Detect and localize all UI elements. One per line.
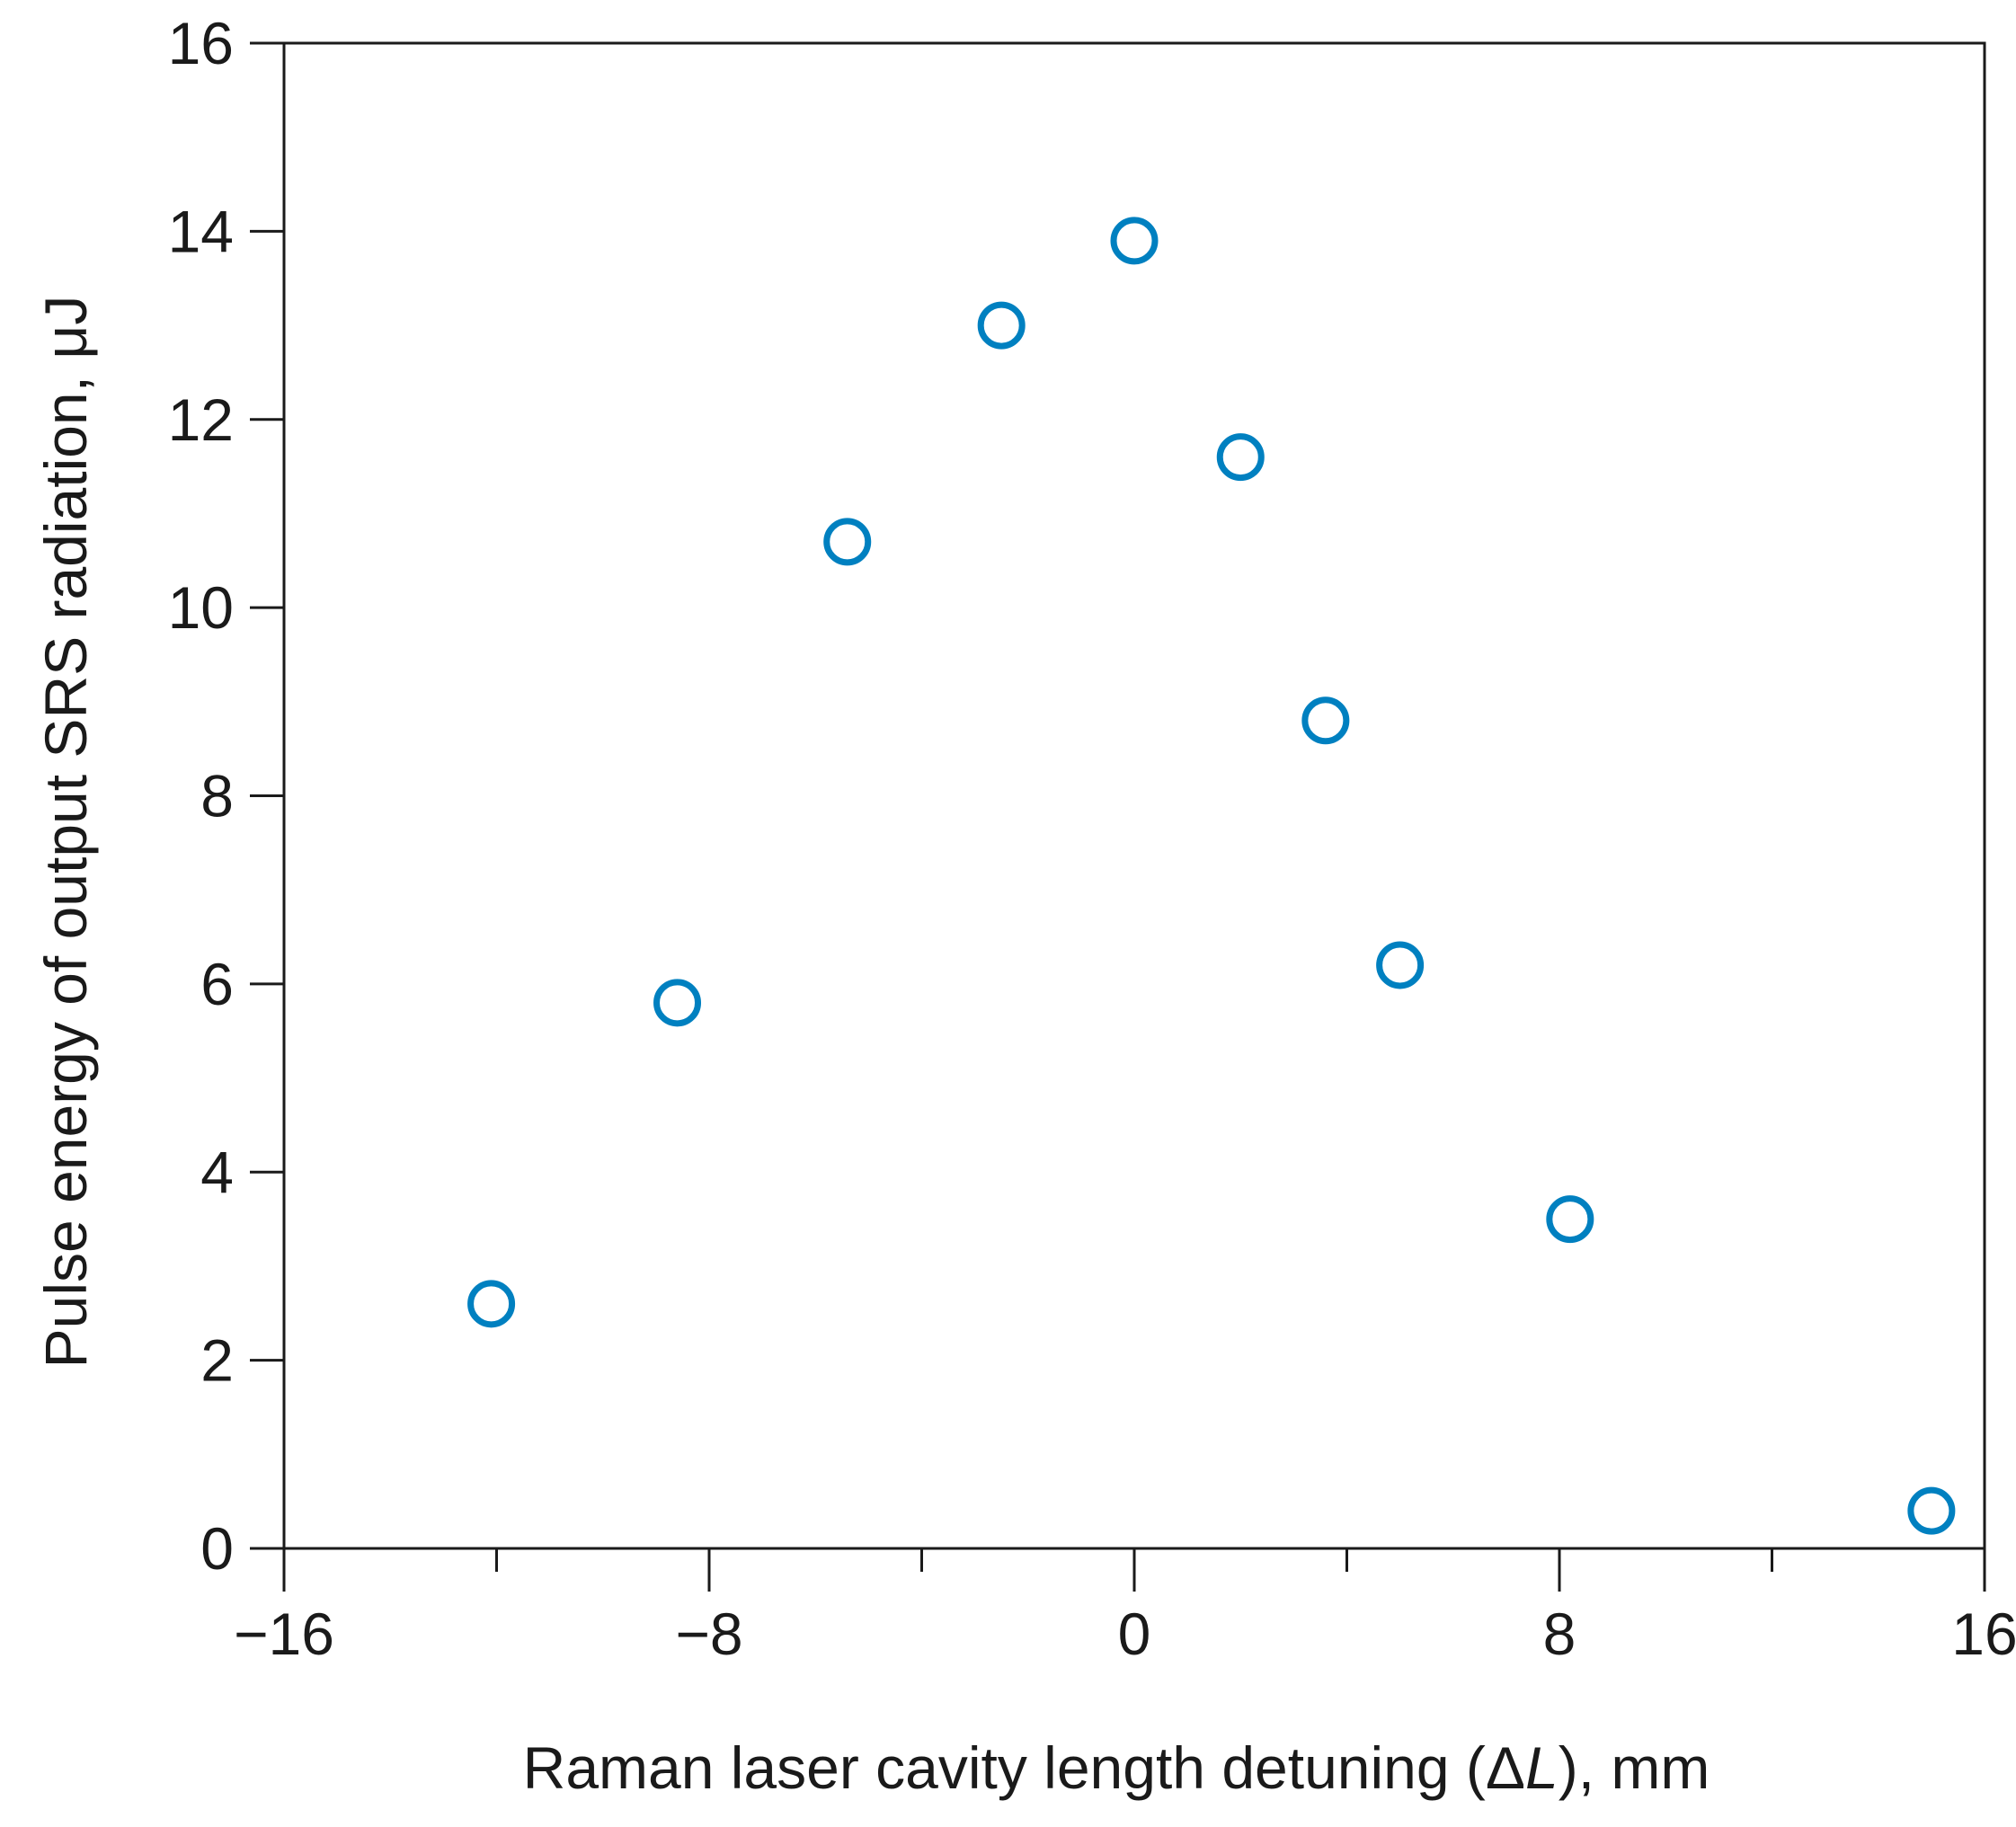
data-points — [467, 217, 1956, 1535]
data-point — [977, 301, 1026, 350]
y-tick-label: 2 — [200, 1327, 234, 1394]
data-point — [1546, 1195, 1594, 1244]
x-axis-title-part-1: Raman laser cavity length detuning ( — [523, 1734, 1486, 1801]
y-axis: 0 2 4 6 8 10 12 14 16 — [168, 10, 284, 1582]
plot-border — [282, 41, 1986, 1550]
x-tick-label: 16 — [1951, 1601, 2016, 1667]
y-tick-label: 16 — [168, 10, 234, 76]
y-tick-label: 6 — [200, 951, 234, 1017]
y-tick-label: 4 — [200, 1139, 234, 1205]
x-tick-label: 0 — [1118, 1601, 1151, 1667]
x-axis-title-delta: Δ — [1486, 1734, 1525, 1801]
data-point — [1907, 1486, 1956, 1535]
x-axis: −16 −8 0 8 16 — [234, 1548, 2016, 1667]
x-axis-title: Raman laser cavity length detuning (ΔL),… — [523, 1734, 1710, 1801]
y-axis-title: Pulse energy of output SRS radiation, μJ — [32, 296, 99, 1369]
x-axis-title-part-2: ), mm — [1559, 1734, 1710, 1801]
y-tick-label: 10 — [168, 574, 234, 641]
x-axis-title-variable: L — [1525, 1734, 1559, 1801]
data-point — [1301, 696, 1350, 745]
data-point — [1110, 217, 1159, 265]
y-tick-label: 14 — [168, 198, 234, 264]
x-tick-label: 8 — [1543, 1601, 1576, 1667]
data-point — [1216, 433, 1265, 482]
data-point — [823, 518, 872, 566]
y-tick-label: 0 — [200, 1515, 234, 1582]
y-tick-label: 12 — [168, 386, 234, 453]
x-tick-label: −8 — [675, 1601, 742, 1667]
data-point — [653, 979, 702, 1027]
data-point — [467, 1280, 516, 1328]
data-point — [1376, 941, 1425, 989]
y-tick-label: 8 — [200, 763, 234, 829]
x-tick-label: −16 — [234, 1601, 334, 1667]
plot-frame — [282, 41, 1986, 1550]
